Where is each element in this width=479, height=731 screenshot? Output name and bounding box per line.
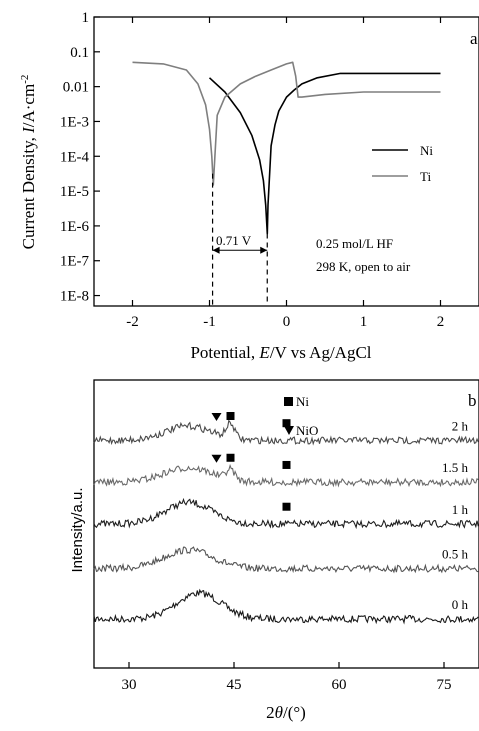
panel-b-y-axis-label: Intensity/a.u. [69,487,86,572]
xrd-pattern-0-5-h [93,546,479,574]
legend-nio-phase-label: NiO [296,423,318,438]
y-tick-label: 1E-5 [60,184,89,200]
legend-nio-triangle-icon [284,426,294,435]
legend-ti-label: Ti [420,169,431,184]
ni-peak-marker [226,412,235,420]
y-tick-label: 1E-8 [60,289,89,305]
xrd-pattern-1-5-h [93,463,479,488]
legend-ni-phase-label: Ni [296,394,309,409]
panel-a-legend: Ni Ti [372,143,433,184]
panel-a-frame [93,16,479,307]
x-tick-label: 45 [227,677,242,693]
y-tick-label: 1E-3 [60,114,89,130]
series-label: 2 h [452,418,469,433]
panel-a-x-axis-label: Potential, E/V vs Ag/AgCl [190,343,371,362]
xrd-pattern-2-h [93,419,479,446]
ni-peak-marker [226,453,235,462]
panel-b-series-labels: 0 h 0.5 h 1 h 1.5 h 2 h [442,418,469,612]
y-tick-label: 1E-4 [60,149,90,165]
series-label: 0 h [452,597,469,612]
panel-a-y-axis-label: Current Density, I/A·cm-2 [19,75,38,250]
nio-peak-marker [211,454,222,463]
panel-a-chart: -2 -1 0 1 210.10.011E-31E-41E-51E-61E-71E-8 … [19,10,479,362]
x-tick-label: 0 [283,314,291,330]
x-tick-label: 75 [437,677,452,693]
gap-arrowhead-right [260,246,268,254]
panel-b-legend: Ni NiO [284,394,318,438]
y-tick-label: 0.1 [70,45,89,61]
legend-ni-square-icon [284,397,293,406]
x-tick-label: -2 [126,314,139,330]
y-tick-label: 0.01 [63,80,89,96]
panel-b-phase-markers [211,412,291,511]
x-tick-label: 2 [437,314,445,330]
gap-arrowhead-left [212,246,220,254]
x-tick-label: 30 [122,677,137,693]
y-tick-label: 1E-6 [60,219,90,235]
xrd-pattern-0-h [93,588,479,625]
xrd-pattern-1-h [93,497,479,530]
series-ni-curve [208,72,441,235]
nio-peak-marker [211,413,222,421]
panel-a-label: a [470,29,478,48]
x-tick-label: 60 [332,677,347,693]
condition-hf: 0.25 mol/L HF [316,236,393,251]
x-tick-label: -1 [203,314,216,330]
x-tick-label: 1 [360,314,368,330]
y-tick-label: 1 [82,10,90,26]
panel-b-axes: 30 45 60 75 [122,662,452,693]
series-label: 1.5 h [442,460,469,475]
panel-b-x-axis-label: 2θ/(°) [266,703,306,722]
panel-b-chart: 30 45 60 75 0 h 0.5 h 1 h 1.5 h 2 h b Ni NiO 2θ… [69,379,479,722]
panel-b-label: b [468,391,477,410]
y-tick-label: 1E-7 [60,254,90,270]
gap-label: 0.71 V [216,233,252,248]
series-ti-curve [132,61,441,186]
series-label: 1 h [452,502,469,517]
series-label: 0.5 h [442,547,469,562]
ni-peak-marker [282,502,291,511]
ni-peak-marker [282,460,291,469]
panel-a-curves [132,61,441,235]
panel-a-axes: -2 -1 0 1 2 1 0.1 0.01 1E-3 1E-4 1E-5 1E-6 1E-7 1E-8 [60,10,444,330]
condition-temp: 298 K, open to air [316,259,411,274]
potential-gap-annotation [211,173,268,306]
legend-ni-label: Ni [420,143,433,158]
panel-b-curves [93,419,479,625]
ni-peak-marker [282,419,291,428]
